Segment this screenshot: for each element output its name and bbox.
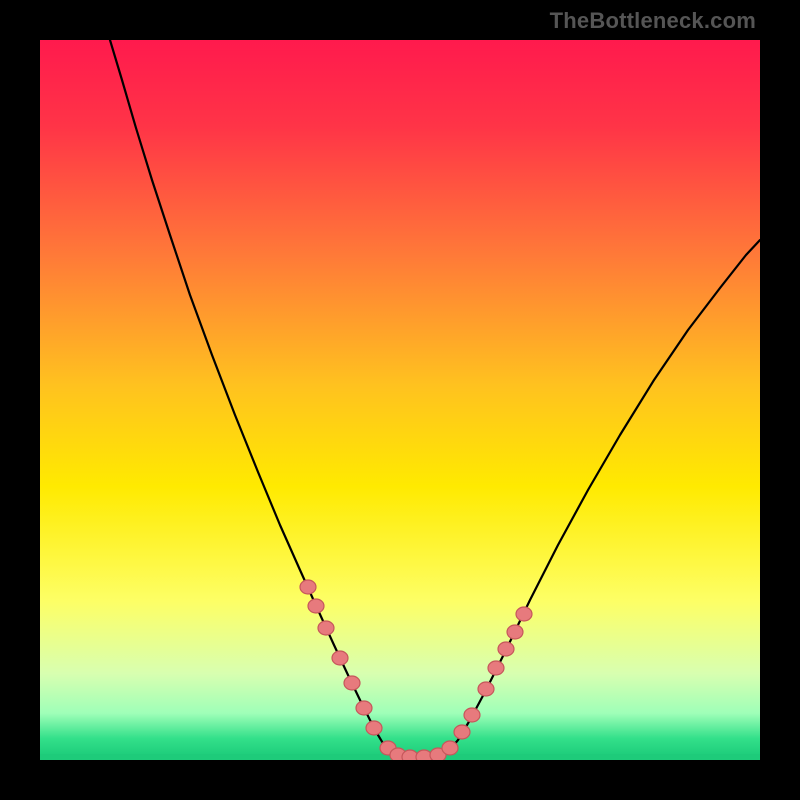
- curve-marker: [488, 661, 504, 675]
- chart-svg: [40, 40, 760, 760]
- gradient-background: [40, 40, 760, 760]
- plot-area: [40, 40, 760, 760]
- curve-marker: [498, 642, 514, 656]
- watermark-text: TheBottleneck.com: [550, 8, 756, 34]
- curve-marker: [366, 721, 382, 735]
- curve-marker: [300, 580, 316, 594]
- curve-marker: [308, 599, 324, 613]
- curve-marker: [332, 651, 348, 665]
- curve-marker: [356, 701, 372, 715]
- curve-marker: [507, 625, 523, 639]
- chart-frame: TheBottleneck.com: [0, 0, 800, 800]
- curve-marker: [344, 676, 360, 690]
- curve-marker: [516, 607, 532, 621]
- curve-marker: [478, 682, 494, 696]
- curve-marker: [454, 725, 470, 739]
- curve-marker: [318, 621, 334, 635]
- curve-marker: [442, 741, 458, 755]
- curve-marker: [464, 708, 480, 722]
